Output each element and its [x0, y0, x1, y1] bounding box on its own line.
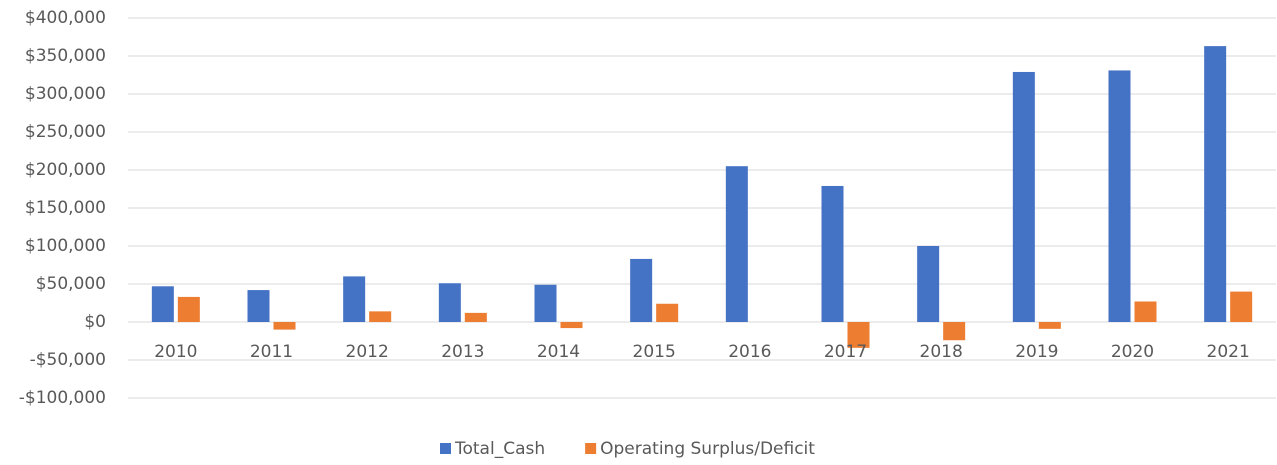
bar: [438, 283, 461, 322]
legend-label: Operating Surplus/Deficit: [600, 439, 815, 459]
bar: [369, 311, 392, 322]
y-tick-label: $150,000: [25, 198, 106, 218]
y-tick-label: $200,000: [25, 160, 106, 180]
legend-label: Total_Cash: [454, 439, 545, 459]
bar: [1230, 291, 1253, 322]
x-tick-label: 2014: [537, 342, 580, 362]
y-tick-label: $400,000: [25, 8, 106, 28]
bar: [560, 322, 583, 329]
bar: [343, 276, 366, 322]
bar: [464, 312, 487, 322]
bar: [630, 258, 653, 322]
bar: [247, 290, 270, 322]
bar: [1134, 301, 1157, 322]
y-tick-label: $0: [84, 312, 106, 332]
y-tick-label: $100,000: [25, 236, 106, 256]
x-tick-label: 2010: [154, 342, 197, 362]
bar: [917, 246, 940, 322]
y-tick-label: -$100,000: [19, 388, 106, 408]
bar: [1204, 46, 1227, 323]
bar: [1012, 71, 1035, 323]
bar: [656, 303, 679, 322]
y-tick-label: $300,000: [25, 84, 106, 104]
bar: [847, 322, 870, 348]
bar: [151, 286, 174, 322]
x-tick-label: 2018: [920, 342, 963, 362]
y-tick-label: $250,000: [25, 122, 106, 142]
bar: [943, 322, 966, 341]
x-tick-label: 2013: [441, 342, 484, 362]
x-tick-label: 2016: [728, 342, 771, 362]
legend-swatch: [440, 443, 451, 454]
x-tick-label: 2020: [1111, 342, 1154, 362]
bar: [1108, 70, 1131, 322]
y-tick-label: $350,000: [25, 46, 106, 66]
bar: [177, 296, 200, 322]
x-tick-label: 2012: [346, 342, 389, 362]
x-tick-label: 2017: [824, 342, 867, 362]
bar: [273, 322, 296, 330]
x-tick-label: 2015: [633, 342, 676, 362]
bar: [725, 166, 748, 322]
legend-swatch: [585, 443, 597, 454]
bar: [821, 185, 844, 322]
bar: [1038, 322, 1061, 329]
y-tick-label: $50,000: [36, 274, 106, 294]
y-tick-label: -$50,000: [30, 350, 106, 370]
x-tick-label: 2011: [250, 342, 293, 362]
x-tick-label: 2019: [1015, 342, 1058, 362]
bar: [534, 284, 557, 322]
x-tick-label: 2021: [1207, 342, 1250, 362]
